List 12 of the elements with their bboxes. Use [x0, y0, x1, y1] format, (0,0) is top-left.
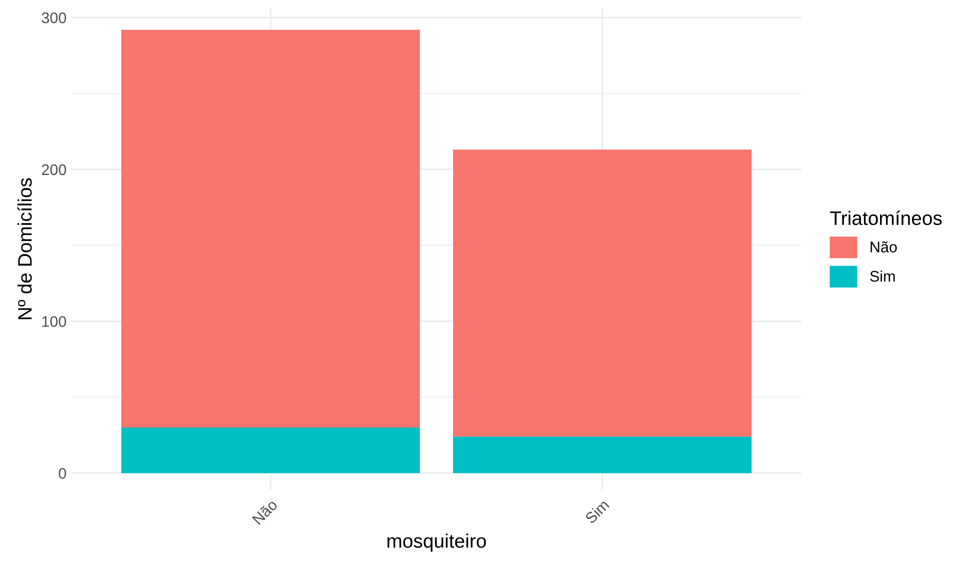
legend-title: Triatomíneos [830, 210, 942, 226]
y-tick-label: 300 [42, 12, 66, 24]
legend-label: Sim [870, 270, 895, 282]
bar [121, 428, 420, 474]
bar [453, 436, 752, 474]
x-axis-title: mosquiteiro [387, 534, 486, 552]
y-tick-label: 100 [42, 316, 66, 327]
legend-label: Não [870, 241, 897, 252]
y-tick-label: 0 [58, 468, 66, 479]
bar [453, 150, 752, 437]
y-axis-title: Nº de Domicílios [17, 178, 32, 320]
y-tick-label: 200 [42, 164, 66, 176]
